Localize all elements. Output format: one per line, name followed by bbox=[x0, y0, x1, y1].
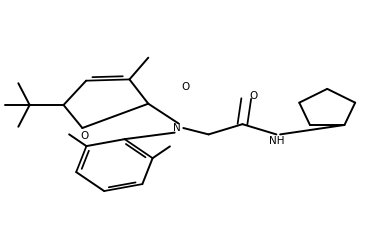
Text: O: O bbox=[182, 82, 190, 92]
Text: NH: NH bbox=[269, 136, 284, 146]
Text: O: O bbox=[249, 91, 257, 100]
Text: O: O bbox=[80, 131, 88, 141]
Text: N: N bbox=[173, 123, 180, 133]
